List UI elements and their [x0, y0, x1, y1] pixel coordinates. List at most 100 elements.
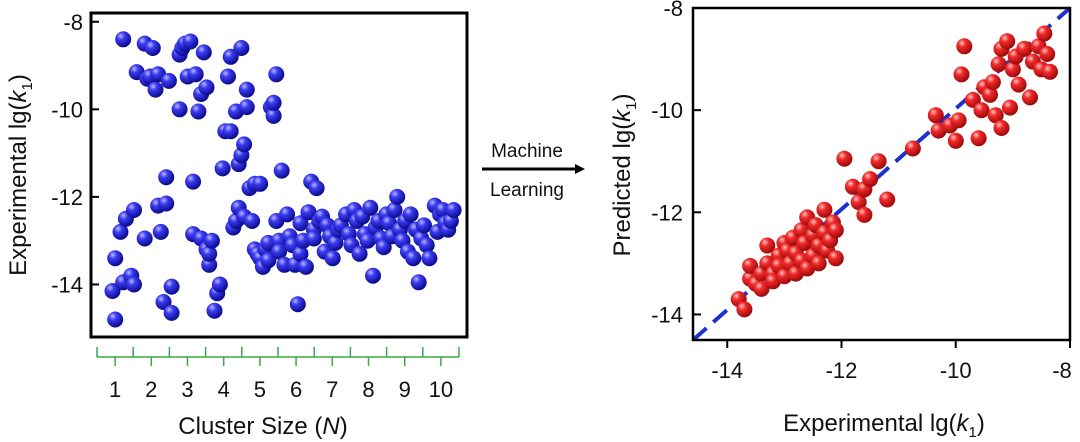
left-data-point [233, 40, 250, 56]
left-data-point [107, 311, 124, 328]
cluster-size-tick-label: 7 [326, 377, 338, 402]
left-data-point [158, 169, 175, 186]
right-data-point [827, 250, 844, 267]
left-data-point [195, 44, 212, 61]
left-data-point [155, 294, 172, 310]
left-data-point [185, 173, 202, 190]
left-data-point [324, 250, 341, 267]
right-data-point [950, 112, 967, 129]
right-y-tick-label: -12 [651, 200, 683, 225]
left-data-point [171, 101, 188, 118]
left-data-point [104, 283, 121, 299]
right-x-ticks: -14 -12 -10 -8 [711, 340, 1072, 383]
right-data-point [850, 194, 867, 211]
left-data-point [402, 206, 419, 223]
right-data-point [987, 107, 1004, 124]
left-data-point [163, 278, 180, 295]
right-data-point [970, 130, 987, 147]
left-data-point [265, 107, 282, 124]
left-data-point [182, 33, 199, 50]
right-y-tick-label: -10 [651, 98, 683, 123]
right-y-axis-label: Predicted lg(k1) [609, 93, 640, 256]
left-data-point [300, 204, 317, 221]
left-data-point [222, 123, 239, 140]
right-points-layer [730, 25, 1058, 318]
right-y-ticks: -8 -10 -12 -14 [651, 0, 701, 327]
left-data-point [211, 276, 228, 293]
left-data-point [273, 162, 290, 179]
left-data-point [158, 195, 175, 212]
left-data-point [418, 237, 435, 254]
right-x-tick-label: -14 [711, 358, 743, 383]
left-data-point [214, 160, 231, 177]
left-data-point [365, 267, 381, 284]
left-data-point [126, 202, 142, 218]
right-data-point [927, 107, 944, 124]
right-x-tick-label: -8 [1052, 358, 1072, 383]
cluster-size-tick-label: 6 [290, 377, 302, 402]
right-x-axis-label: Experimental lg(k1) [783, 410, 985, 441]
left-data-point [163, 304, 180, 321]
left-data-point [279, 206, 296, 223]
left-y-tick-label: -12 [51, 185, 83, 210]
cluster-size-brackets: 1 2 3 4 5 6 7 8 9 10 [96, 347, 460, 402]
left-data-point [160, 72, 177, 89]
cluster-size-tick-label: 1 [109, 377, 121, 402]
right-data-point [856, 206, 873, 223]
left-data-point [190, 103, 207, 120]
left-data-point [252, 175, 269, 192]
left-data-point [445, 202, 462, 218]
cluster-size-tick-label: 4 [218, 377, 230, 402]
left-data-point [405, 250, 422, 267]
right-data-point [810, 255, 827, 272]
left-points-layer [104, 31, 462, 328]
left-data-point [126, 276, 142, 293]
right-data-point [836, 150, 853, 167]
left-data-point [147, 81, 164, 98]
cluster-size-tick-label: 8 [362, 377, 374, 402]
right-y-tick-label: -14 [651, 302, 683, 327]
left-data-point [136, 230, 153, 247]
left-data-point [201, 245, 218, 262]
right-plot-frame [691, 6, 1072, 342]
left-data-point [410, 274, 427, 291]
left-y-axis-label: Experimental lg(k1) [5, 74, 36, 276]
right-data-point [742, 257, 759, 274]
cluster-size-tick-label: 3 [181, 377, 193, 402]
right-scatter-chart: -8 -10 -12 -14 -14 -12 -10 -8 Experimental lg(… [609, 0, 1072, 441]
cluster-size-tick-label: 5 [254, 377, 266, 402]
right-data-point [736, 301, 753, 318]
right-data-point [1042, 63, 1058, 80]
left-data-point [289, 296, 306, 313]
left-data-point [236, 136, 253, 153]
right-data-point [1022, 89, 1038, 106]
left-data-point [389, 188, 406, 205]
left-data-point [238, 99, 255, 116]
right-data-point [999, 33, 1016, 50]
left-data-point [292, 215, 309, 232]
right-data-point [759, 237, 776, 254]
left-data-point [265, 94, 282, 111]
left-data-point [244, 213, 261, 229]
left-data-point [144, 40, 161, 56]
left-data-point [305, 230, 322, 247]
right-data-point [990, 56, 1007, 73]
right-data-point [1039, 46, 1056, 62]
left-data-point [222, 48, 239, 65]
left-data-point [198, 79, 215, 96]
left-plot-frame [89, 11, 469, 339]
cluster-size-tick-label: 2 [145, 377, 157, 402]
right-x-tick-label: -10 [940, 358, 972, 383]
left-data-point [187, 66, 204, 83]
left-y-tick-label: -14 [51, 272, 83, 297]
left-data-point [112, 223, 129, 240]
right-data-point [1016, 40, 1033, 57]
right-data-point [904, 140, 921, 157]
left-y-tick-label: -10 [51, 97, 83, 122]
right-x-tick-label: -12 [826, 358, 858, 383]
left-data-point [271, 243, 287, 260]
left-data-point [416, 217, 432, 234]
right-data-point [993, 120, 1010, 136]
right-data-point [956, 38, 973, 55]
